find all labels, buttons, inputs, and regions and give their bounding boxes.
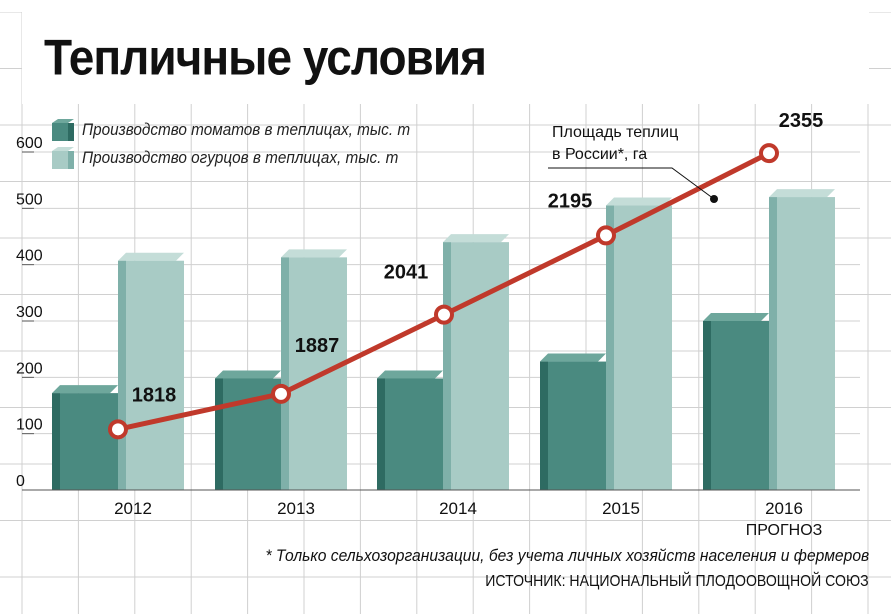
bar-tomatoes-2015 bbox=[540, 353, 606, 490]
y-tick-label: 0 bbox=[16, 473, 25, 490]
bar-tomatoes-2016-side bbox=[703, 321, 711, 490]
bar-tomatoes-2014-side bbox=[377, 378, 385, 490]
legend-item-cucumbers: Производство огурцов в теплицах, тыс. т bbox=[52, 144, 447, 172]
area-value-label: 2041 bbox=[384, 262, 429, 284]
bar-tomatoes-2014-front bbox=[385, 378, 443, 490]
bar-cucumbers-2016 bbox=[769, 189, 835, 491]
area-value-label: 1818 bbox=[132, 384, 177, 406]
bar-tomatoes-2013-side bbox=[215, 378, 223, 490]
bar-cucumbers-2012-side bbox=[118, 260, 126, 490]
y-tick-label: 600 bbox=[16, 135, 43, 152]
title-band: Тепличные условия bbox=[0, 0, 891, 112]
bar-cucumbers-2015-top bbox=[606, 197, 672, 206]
y-tick-label: 400 bbox=[16, 248, 43, 265]
x-tick-label: 2016 bbox=[765, 499, 803, 518]
bar-tomatoes-2016-top bbox=[703, 313, 769, 321]
area-value-label: 2355 bbox=[779, 110, 824, 132]
x-tick-sublabel: ПРОГНОЗ bbox=[746, 522, 823, 539]
bar-tomatoes-2016-front bbox=[711, 321, 769, 490]
bar-tomatoes-2015-side bbox=[540, 361, 548, 490]
x-tick-label: 2015 bbox=[602, 499, 640, 518]
x-tick-label: 2014 bbox=[439, 499, 477, 518]
bar-cucumbers-2015-front bbox=[614, 205, 672, 490]
source-note: ИСТОЧНИК: НАЦИОНАЛЬНЫЙ ПЛОДООВОЩНОЙ СОЮЗ bbox=[485, 573, 869, 590]
area-series-point bbox=[434, 304, 454, 325]
legend-item-tomatoes: Производство томатов в теплицах, тыс. т bbox=[52, 116, 447, 144]
bar-tomatoes-2012-side bbox=[52, 393, 60, 490]
bar-cucumbers-2012-top bbox=[118, 252, 184, 261]
x-tick-label: 2012 bbox=[114, 499, 152, 518]
bar-tomatoes-2015-front bbox=[548, 361, 606, 490]
bar-cucumbers-2016-top bbox=[769, 189, 835, 198]
title-band-top bbox=[0, 0, 891, 12]
bar-tomatoes-2012 bbox=[52, 385, 118, 490]
annotation-dot bbox=[710, 195, 718, 203]
bar-tomatoes-2014-top bbox=[377, 370, 443, 379]
bar-tomatoes-2013 bbox=[215, 370, 281, 490]
legend-label-tomatoes: Производство томатов в теплицах, тыс. т bbox=[82, 120, 411, 139]
bar-cucumbers-2013 bbox=[281, 249, 347, 490]
bar-tomatoes-2013-top bbox=[215, 370, 281, 379]
annotation-leader bbox=[548, 167, 715, 200]
area-value-label: 1887 bbox=[295, 335, 340, 357]
bar-cucumbers-2014-side bbox=[443, 242, 451, 490]
area-series-point bbox=[596, 225, 616, 246]
y-tick-label: 300 bbox=[16, 304, 43, 321]
area-value-label: 2195 bbox=[548, 190, 593, 212]
area-series-point bbox=[759, 143, 779, 164]
bar-cucumbers-2015 bbox=[606, 197, 672, 490]
bar-tomatoes-2015-top bbox=[540, 353, 606, 362]
bar-tomatoes-2012-top bbox=[52, 385, 118, 394]
bar-cucumbers-2012-front bbox=[126, 260, 184, 490]
bar-cucumbers-2013-side bbox=[281, 257, 289, 490]
annotation-line2: в России*, га bbox=[552, 146, 647, 163]
y-tick-label: 100 bbox=[16, 417, 43, 434]
bar-cucumbers-2013-top bbox=[281, 249, 347, 258]
bar-tomatoes-2016 bbox=[703, 313, 769, 490]
area-series-point bbox=[108, 419, 128, 440]
title-band-fill bbox=[22, 12, 869, 104]
y-tick-label: 200 bbox=[16, 360, 43, 377]
y-tick-label: 500 bbox=[16, 191, 43, 208]
footnote: * Только сельхозорганизации, без учета л… bbox=[265, 546, 869, 565]
bar-cucumbers-2016-front bbox=[777, 197, 835, 491]
bar-cucumbers-2015-side bbox=[606, 205, 614, 490]
bar-tomatoes-2014 bbox=[377, 370, 443, 490]
legend-swatch-cucumbers bbox=[52, 147, 74, 169]
bar-cucumbers-2014-front bbox=[451, 242, 509, 490]
area-series-point bbox=[271, 383, 291, 404]
legend: Производство томатов в теплицах, тыс. т … bbox=[52, 116, 447, 172]
x-tick-label: 2013 bbox=[277, 499, 315, 518]
legend-swatch-tomatoes bbox=[52, 119, 74, 141]
bar-cucumbers-2014-top bbox=[443, 234, 509, 243]
legend-label-cucumbers: Производство огурцов в теплицах, тыс. т bbox=[82, 148, 399, 167]
page-title: Тепличные условия bbox=[44, 29, 487, 86]
bar-cucumbers-2014 bbox=[443, 234, 509, 490]
bar-cucumbers-2016-side bbox=[769, 197, 777, 491]
annotation-line1: Площадь теплиц bbox=[552, 124, 678, 141]
bar-cucumbers-2012 bbox=[118, 252, 184, 490]
bar-tomatoes-2012-front bbox=[60, 393, 118, 490]
